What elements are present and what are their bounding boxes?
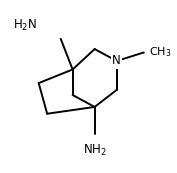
Text: NH$_2$: NH$_2$ <box>83 143 107 158</box>
Text: H$_2$N: H$_2$N <box>13 18 37 33</box>
Text: $\mathregular{CH_3}$: $\mathregular{CH_3}$ <box>149 45 171 59</box>
Text: N: N <box>112 54 121 67</box>
